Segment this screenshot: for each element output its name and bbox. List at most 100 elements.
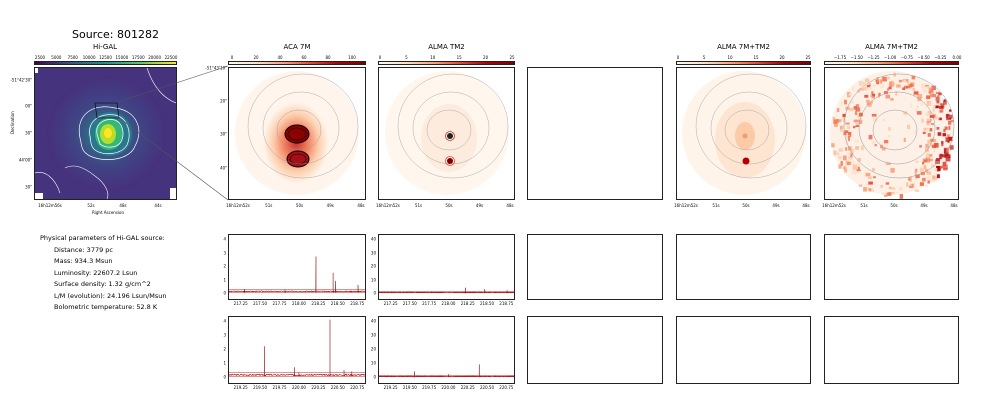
log-map-pixel [872,117,878,122]
alma7mtm2-image [676,67,811,200]
colorbar-tick-label: 25 [805,55,811,60]
log-map-pixel [885,94,890,99]
log-map-pixel [854,111,858,115]
log-map-pixel [934,168,938,172]
log-map-pixel [847,132,852,137]
log-map-pixel [939,105,944,109]
log-map-pixel [922,131,926,135]
colorbar-tick-label: −0.25 [934,55,947,60]
log-map-pixel [870,100,873,104]
log-map-pixel [914,168,918,172]
y-tick-label: 40" [220,165,227,171]
log-map-pixel [882,118,886,121]
x-tick-label: 52s [87,203,95,208]
log-map-pixel [930,123,934,126]
x-tick-label: 16h12m52s [376,203,400,208]
log-map-pixel [866,84,871,88]
alma7mtm2-log-image [824,67,959,200]
log-map-pixel [865,173,871,177]
log-map-pixel [859,88,864,91]
x-tick-label: 220.50 [330,385,345,390]
x-tick-label: 217.25 [383,301,398,306]
log-map-pixel [935,105,939,109]
almatm2-title: ALMA TM2 [428,43,465,51]
log-map-pixel [922,89,927,93]
x-tick-label: 50s [890,203,898,208]
log-map-pixel [855,146,859,150]
log-map-pixel [928,87,933,90]
log-map-pixel [872,93,875,97]
log-map-pixel [872,84,876,88]
higal-image [34,67,177,200]
log-map-pixel [928,158,933,162]
log-map-pixel [844,168,847,173]
empty-spectrum-r2-c5 [824,316,959,384]
log-map-pixel [872,168,875,172]
y-tick-label: 20" [220,98,227,104]
log-map-pixel [920,103,923,106]
log-map-pixel [915,160,919,163]
log-map-pixel [855,122,860,126]
params-heading: Physical parameters of Hi-GAL source: [40,234,165,242]
colorbar-tick-label: −1.00 [884,55,897,60]
log-map-pixel [837,120,841,124]
log-map-pixel [938,117,943,121]
y-tick-label: 2 [223,263,226,269]
x-tick-label: 51s [265,203,273,208]
log-map-pixel [947,140,950,143]
log-map-pixel [848,146,852,151]
log-map-pixel [878,92,881,96]
colorbar-tick-label: 15 [753,55,759,60]
log-map-pixel [913,130,917,134]
log-map-pixel [852,168,856,173]
log-map-pixel [923,129,926,134]
spectrum-aca-row1 [228,234,366,300]
x-tick-label: 219.25 [233,385,248,390]
log-map-pixel [871,141,876,144]
y-tick-label: 10 [370,360,376,366]
y-tick-label: 1 [223,277,226,282]
log-map-pixel [881,192,887,195]
y-tick-label: 4 [223,236,226,242]
log-map-pixel [927,143,931,146]
log-map-pixel [835,119,839,123]
log-map-pixel [855,107,861,112]
source-title: Source: 801282 [72,28,159,41]
log-map-pixel [939,154,942,160]
colorbar-tick-label: −1.25 [867,55,880,60]
log-map-pixel [919,182,924,186]
x-tick-label: 220.00 [441,385,456,390]
colorbar-tick-label: 20 [779,55,785,60]
log-map-pixel [941,141,944,144]
log-map-pixel [865,183,870,186]
log-map-pixel [948,136,953,141]
log-map-pixel [903,137,906,142]
log-map-pixel [850,153,853,158]
log-map-pixel [876,77,879,82]
log-map-pixel [923,165,927,169]
x-tick-label: 220.75 [350,385,365,390]
param-lm: L/M (evolution): 24.196 Lsun/Msun [54,291,167,300]
log-map-pixel [837,119,842,122]
log-map-pixel [926,120,930,126]
log-map-pixel [871,113,877,117]
log-map-pixel [920,171,925,176]
almatm2-colorbar [378,61,515,65]
x-tick-label: 217.25 [233,301,248,306]
log-map-pixel [915,189,920,192]
log-map-pixel [946,134,950,138]
x-tick-label: 218.00 [291,301,306,306]
x-tick-label: 49s [326,203,334,208]
log-map-pixel [845,134,849,139]
colorbar-tick-label: −0.75 [900,55,913,60]
y-tick-label: 0 [373,374,376,380]
log-map-pixel [926,101,932,106]
log-map-pixel [924,159,927,163]
y-tick-label: -51°43'10" [205,65,227,71]
almatm2-image [378,67,515,200]
log-map-pixel [885,162,891,166]
log-map-pixel [925,157,931,163]
colorbar-tick-label: 100 [348,55,356,60]
log-map-pixel [911,75,916,80]
log-map-pixel [898,186,903,191]
